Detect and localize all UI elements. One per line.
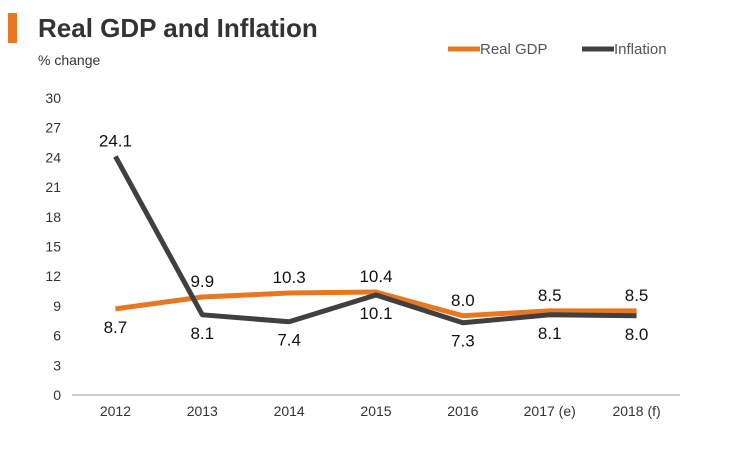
- x-tick-label-2012: 2012: [100, 403, 131, 419]
- data-label-inflation-2014: 7.4: [277, 331, 301, 350]
- title-accent-bar: [8, 13, 17, 43]
- y-tick-label-27: 27: [45, 120, 61, 136]
- x-tick-label-2016: 2016: [447, 403, 478, 419]
- y-tick-label-21: 21: [45, 179, 61, 195]
- x-tick-label-2014: 2014: [274, 403, 305, 419]
- y-tick-label-24: 24: [45, 149, 61, 165]
- data-label-real-gdp-2018-f: 8.5: [625, 286, 649, 305]
- y-tick-label-0: 0: [53, 387, 61, 403]
- data-label-inflation-2012: 24.1: [99, 131, 132, 150]
- y-tick-label-15: 15: [45, 239, 61, 255]
- y-tick-label-12: 12: [45, 268, 61, 284]
- x-tick-label-2015: 2015: [360, 403, 391, 419]
- y-tick-label-9: 9: [53, 298, 61, 314]
- y-tick-label-6: 6: [53, 328, 61, 344]
- data-label-inflation-2013: 8.1: [190, 324, 214, 343]
- data-label-inflation-2018-f: 8.0: [625, 325, 649, 344]
- data-label-inflation-2016: 7.3: [451, 332, 475, 351]
- x-axis-ticks: 2012 2013 2014 2015 2016 2017 (e) 2018 (f): [100, 403, 661, 419]
- data-label-real-gdp-2017-e: 8.5: [538, 286, 562, 305]
- y-tick-label-3: 3: [53, 357, 61, 373]
- series-lines: [113, 155, 637, 326]
- legend: Real GDP Inflation: [448, 41, 667, 58]
- data-label-real-gdp-2014: 10.3: [273, 268, 306, 287]
- x-tick-label-2017-e: 2017 (e): [524, 403, 576, 419]
- y-tick-label-30: 30: [45, 90, 61, 106]
- legend-label-real-gdp: Real GDP: [480, 41, 548, 58]
- data-labels: 8.7 24.1 9.9 8.1 10.3 7.4 10.4 10.1 8.0 7.3 8.5 8.1…: [99, 131, 649, 350]
- data-label-inflation-2015: 10.1: [359, 304, 392, 323]
- x-tick-label-2018-f: 2018 (f): [612, 403, 660, 419]
- data-label-real-gdp-2012: 8.7: [104, 318, 128, 337]
- y-tick-label-18: 18: [45, 209, 61, 225]
- x-tick-label-2013: 2013: [187, 403, 218, 419]
- data-label-real-gdp-2015: 10.4: [359, 267, 392, 286]
- y-axis-unit-label: % change: [38, 52, 100, 68]
- series-line-inflation: [113, 155, 637, 326]
- data-label-inflation-2017-e: 8.1: [538, 324, 562, 343]
- series-line-real-gdp: [115, 289, 637, 319]
- y-axis-ticks: 0 3 6 9 12 15 18 21 24 27 30: [45, 90, 61, 403]
- chart-title: Real GDP and Inflation: [38, 13, 318, 43]
- data-label-real-gdp-2013: 9.9: [190, 272, 214, 291]
- legend-label-inflation: Inflation: [614, 41, 667, 58]
- data-label-real-gdp-2016: 8.0: [451, 291, 475, 310]
